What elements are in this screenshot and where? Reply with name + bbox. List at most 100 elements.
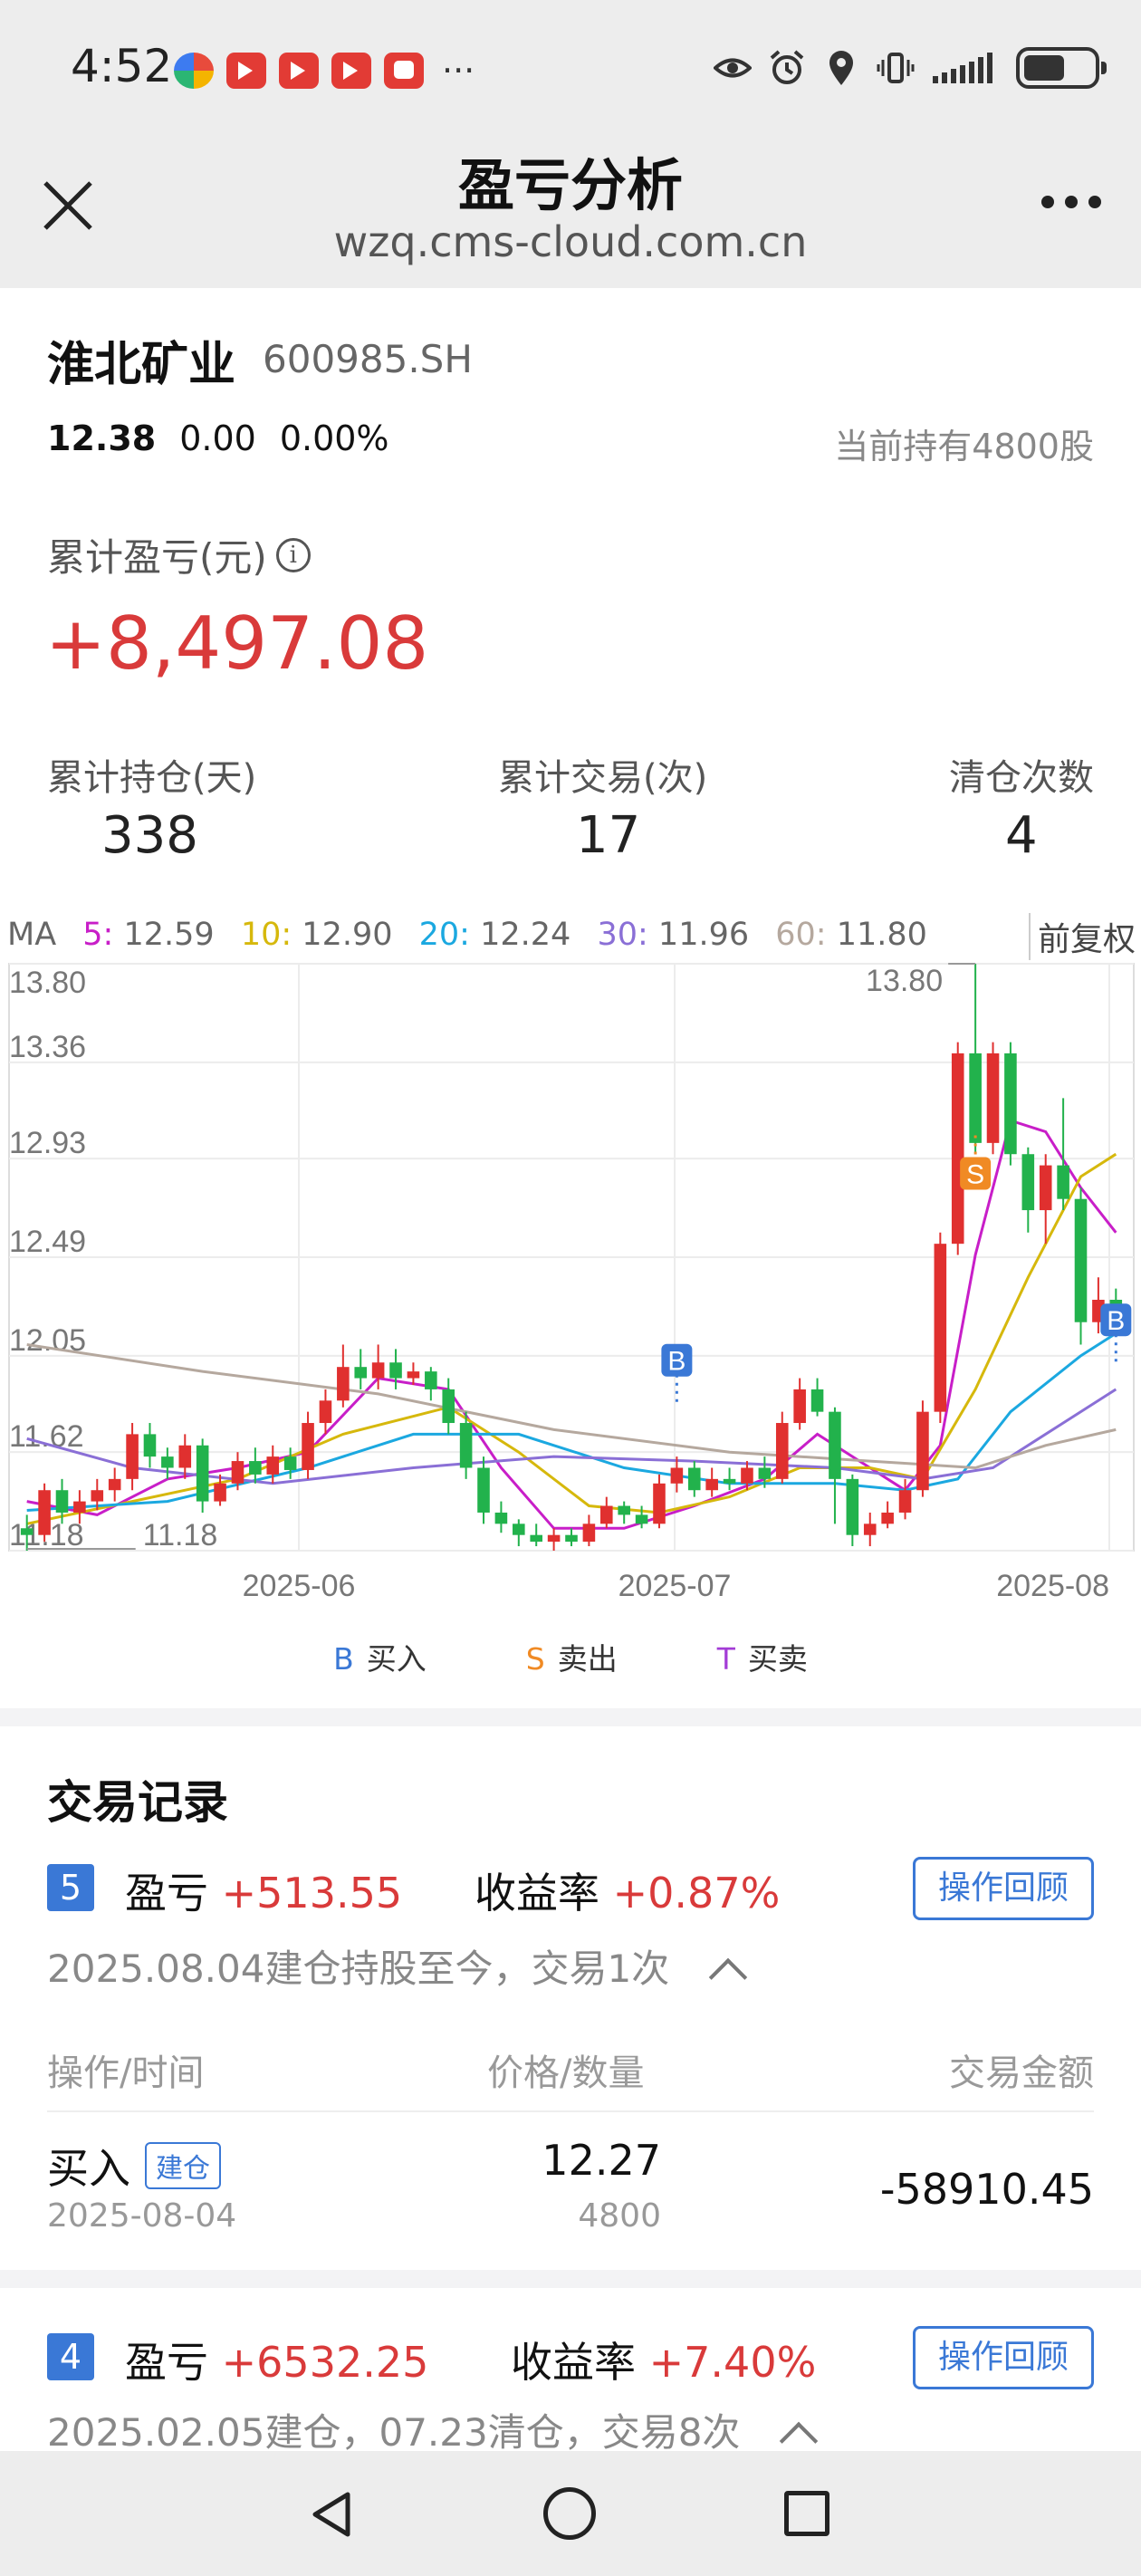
x-tick-label: 2025-08	[996, 1569, 1109, 1603]
y-tick-label: 13.36	[9, 1030, 86, 1064]
ma-indicator-row: MA 5: 12.59 10: 12.90 20: 12.24 30: 11.9…	[7, 917, 927, 953]
chart-legend: B 买入 S 卖出 T 买卖	[0, 1635, 1141, 1678]
stat-holding-days-label: 累计持仓(天)	[47, 757, 257, 799]
candle-body	[91, 1490, 104, 1502]
candle-body	[477, 1467, 490, 1513]
record-rate-value: +0.87%	[612, 1869, 781, 1918]
stock-name: 淮北矿业	[47, 338, 236, 392]
candle-body	[530, 1534, 542, 1543]
candle-body	[565, 1534, 578, 1543]
legend-sell-mark: S	[525, 1641, 545, 1677]
stock-price: 12.38	[47, 418, 157, 458]
ma20-key: 20:	[418, 917, 470, 953]
stock-change-pct: 0.00%	[279, 418, 389, 458]
legend-sell-label: 卖出	[557, 1641, 618, 1677]
x-tick-label: 2025-07	[618, 1569, 732, 1603]
candle-body	[547, 1534, 561, 1543]
record-rate-label: 收益率	[511, 2338, 636, 2387]
record-rate: 收益率 +0.87%	[475, 1860, 780, 1920]
stat-clear-count-label: 清仓次数	[949, 757, 1094, 799]
candle-body	[407, 1371, 420, 1379]
candle-body	[178, 1445, 192, 1468]
status-app-icons: ···	[174, 51, 475, 91]
candle-body	[969, 1053, 982, 1143]
ma30-key: 30:	[597, 917, 648, 953]
ma20-value: 12.24	[480, 917, 571, 953]
candle-body	[846, 1478, 859, 1535]
candle-body	[38, 1490, 51, 1535]
candle-body	[249, 1461, 262, 1475]
section-divider	[0, 2270, 1141, 2288]
candle-body	[371, 1362, 385, 1379]
video-app-icon	[226, 53, 266, 89]
col-op-time: 操作/时间	[47, 2052, 205, 2094]
candle-body	[459, 1423, 473, 1468]
candle-body	[582, 1523, 596, 1543]
candle-body	[1039, 1165, 1052, 1211]
pnl-label-text: 累计盈亏(元)	[47, 535, 267, 580]
chevron-up-icon[interactable]	[708, 1957, 748, 1997]
col-amount: 交易金额	[949, 2052, 1094, 2094]
y-tick-label: 11.62	[9, 1419, 84, 1454]
record-pnl: 盈亏 +513.55	[125, 1860, 402, 1920]
y-tick-label: 12.49	[9, 1225, 86, 1259]
candle-body	[653, 1483, 666, 1524]
table-header-divider	[47, 2110, 1094, 2112]
app-notification-icon	[174, 53, 214, 89]
adjust-mode-button[interactable]: 前复权	[1028, 913, 1136, 960]
candle-body	[73, 1501, 86, 1513]
operation-review-button[interactable]: 操作回顾	[913, 1857, 1094, 1920]
legend-buy: B 买入	[333, 1635, 427, 1678]
candle-body	[442, 1389, 455, 1424]
candle-body	[705, 1478, 718, 1491]
record-pnl-label: 盈亏	[125, 1869, 208, 1918]
eye-icon	[714, 58, 752, 78]
record-index-badge: 4	[47, 2333, 94, 2380]
candle-body	[881, 1512, 894, 1524]
record-summary-text: 2025.08.04建仓持股至今，交易1次	[47, 1946, 670, 1991]
record-summary[interactable]: 2025.08.04建仓持股至今，交易1次	[47, 1938, 748, 1997]
page-url: wzq.cms-cloud.com.cn	[333, 217, 808, 266]
record-summary[interactable]: 2025.02.05建仓，07.23清仓，交易8次	[47, 2402, 819, 2461]
ma30-value: 11.96	[657, 917, 750, 953]
home-icon[interactable]	[543, 2487, 596, 2540]
candle-body	[55, 1490, 69, 1513]
info-icon[interactable]: i	[275, 537, 311, 572]
signal-icon	[933, 53, 992, 83]
high-label: 13.80	[866, 964, 943, 998]
candle-body	[670, 1467, 684, 1484]
sell-marker[interactable]: S	[960, 1135, 992, 1190]
more-options-icon[interactable]	[1041, 196, 1101, 208]
more-notifications-icon: ···	[442, 51, 475, 91]
candle-body	[986, 1053, 1000, 1143]
recent-apps-icon[interactable]	[784, 2491, 829, 2536]
trade-row-op: 买入 建仓	[47, 2136, 221, 2196]
candle-body	[337, 1367, 350, 1401]
stat-trades-value: 17	[576, 806, 641, 865]
stock-quote: 12.38 0.00 0.00%	[47, 418, 389, 458]
operation-review-button[interactable]: 操作回顾	[913, 2326, 1094, 2389]
stat-clear-count-value: 4	[1005, 806, 1038, 865]
record-rate-value: +7.40%	[648, 2338, 817, 2387]
legend-trade-mark: T	[716, 1641, 735, 1677]
record-pnl-value: +513.55	[221, 1869, 403, 1918]
record-pnl-value: +6532.25	[221, 2338, 429, 2387]
holding-shares: 当前持有4800股	[834, 427, 1094, 466]
buy-marker[interactable]: B	[1100, 1303, 1132, 1368]
section-divider	[0, 1708, 1141, 1726]
buy-marker[interactable]: B	[661, 1343, 693, 1408]
trade-date: 2025-08-04	[47, 2197, 237, 2235]
candle-body	[898, 1490, 912, 1513]
candle-body	[126, 1434, 139, 1479]
trade-quantity: 4800	[578, 2197, 661, 2235]
record-index-badge: 5	[47, 1864, 94, 1911]
candlestick-chart[interactable]: 13.8013.3612.9312.4912.0511.6211.182025-…	[0, 906, 1141, 1612]
close-icon[interactable]	[38, 176, 98, 235]
candle-body	[635, 1514, 648, 1524]
candle-body	[810, 1389, 824, 1412]
ma60-line	[26, 1343, 1117, 1470]
back-icon[interactable]	[308, 2489, 359, 2540]
candle-body	[389, 1362, 402, 1379]
candle-body	[916, 1411, 929, 1491]
battery-icon	[1016, 47, 1107, 89]
